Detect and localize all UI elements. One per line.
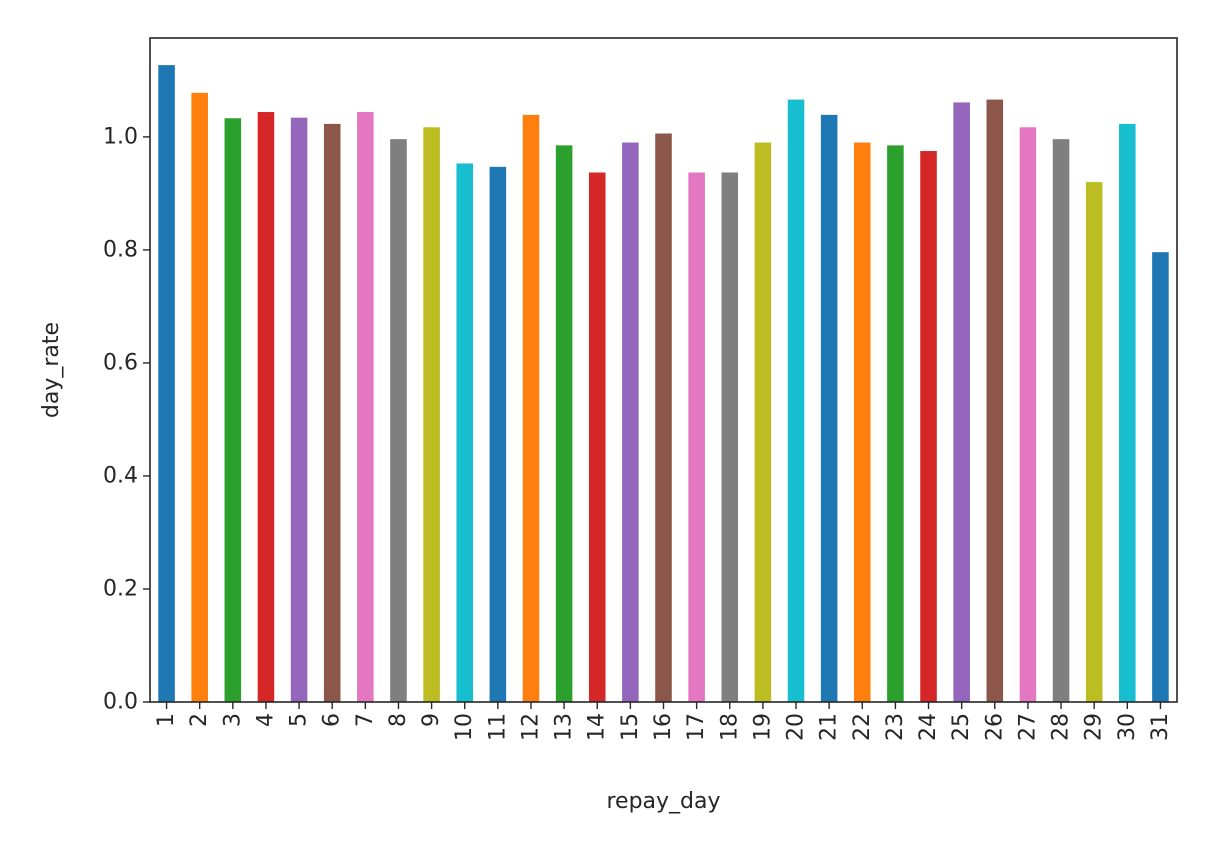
x-tick-label: 25 (949, 713, 974, 741)
x-tick-label: 2 (187, 713, 212, 727)
bar-day-6 (323, 123, 341, 702)
x-tick-label: 23 (883, 713, 908, 741)
x-tick-label: 11 (485, 713, 510, 741)
bar-day-8 (390, 139, 407, 702)
bar-day-1 (158, 65, 175, 702)
bar-day-28 (1052, 139, 1070, 702)
y-tick-label: 0.2 (103, 576, 138, 601)
bar-day-10 (456, 163, 474, 702)
bar-day-4 (257, 112, 275, 703)
x-tick-label: 10 (452, 713, 477, 741)
bar-day-12 (522, 114, 540, 702)
x-tick-label: 16 (651, 713, 676, 741)
y-tick-label: 1.0 (103, 124, 138, 149)
x-tick-label: 8 (386, 713, 411, 727)
x-tick-label: 22 (850, 713, 875, 741)
x-tick-label: 9 (419, 713, 444, 727)
x-tick-label: 26 (982, 713, 1007, 741)
x-tick-label: 12 (518, 713, 543, 741)
bar-day-15 (622, 142, 639, 702)
x-tick-label: 28 (1049, 713, 1074, 741)
x-tick-label: 21 (817, 713, 842, 741)
x-axis-label: repay_day (606, 789, 720, 814)
bar-day-25 (953, 102, 970, 703)
y-tick-label: 0.6 (103, 350, 138, 375)
x-tick-label: 13 (552, 713, 577, 741)
x-tick-label: 18 (717, 713, 742, 741)
bar-day-13 (555, 145, 573, 702)
x-tick-label: 17 (684, 713, 709, 741)
bar-day-7 (357, 112, 374, 703)
bar-day-16 (655, 133, 672, 702)
x-tick-label: 27 (1015, 713, 1040, 741)
bar-day-19 (754, 142, 772, 702)
y-axis: 0.0 0.2 0.4 0.6 0.8 1.0 (103, 124, 150, 715)
bar-day-31 (1152, 252, 1169, 702)
x-tick-label: 6 (320, 713, 345, 727)
bar-day-9 (423, 127, 440, 703)
x-tick-label: 31 (1148, 713, 1173, 741)
bars-group (158, 65, 1169, 703)
bar-day-18 (721, 172, 739, 703)
y-axis-label: day_rate (39, 322, 64, 418)
x-tick-label: 30 (1115, 713, 1140, 741)
y-tick-label: 0.4 (103, 463, 138, 488)
bar-day-5 (290, 117, 308, 703)
x-tick-label: 19 (750, 713, 775, 741)
bar-day-29 (1085, 182, 1103, 703)
x-tick-label: 20 (784, 713, 809, 741)
bar-day-24 (920, 151, 937, 703)
y-tick-label: 0.8 (103, 237, 138, 262)
bar-day-21 (820, 114, 838, 702)
y-tick-label: 0.0 (103, 690, 138, 715)
bar-day-22 (853, 142, 871, 702)
x-tick-label: 5 (287, 713, 312, 727)
bar-day-11 (489, 166, 507, 703)
bar-day-20 (787, 99, 805, 702)
bar-day-27 (1019, 127, 1037, 703)
x-tick-label: 14 (585, 713, 610, 741)
bar-day-30 (1119, 123, 1136, 702)
x-tick-label: 1 (154, 713, 179, 727)
x-tick-label: 29 (1082, 713, 1107, 741)
x-tick-label: 3 (220, 713, 245, 727)
x-tick-label: 24 (916, 713, 941, 741)
x-tick-label: 7 (353, 713, 378, 727)
x-axis: 1 2 3 4 5 6 7 8 9 10 11 12 13 14 15 16 17 18 19 20 21 22 23 24 2… (154, 702, 1173, 741)
bar-day-2 (191, 92, 208, 703)
bar-day-26 (986, 99, 1004, 702)
x-tick-label: 4 (253, 713, 278, 727)
bar-day-14 (588, 172, 606, 703)
x-tick-label: 15 (618, 713, 643, 741)
bar-day-3 (224, 118, 242, 702)
bar-day-23 (887, 145, 904, 702)
bar-day-17 (688, 172, 705, 703)
